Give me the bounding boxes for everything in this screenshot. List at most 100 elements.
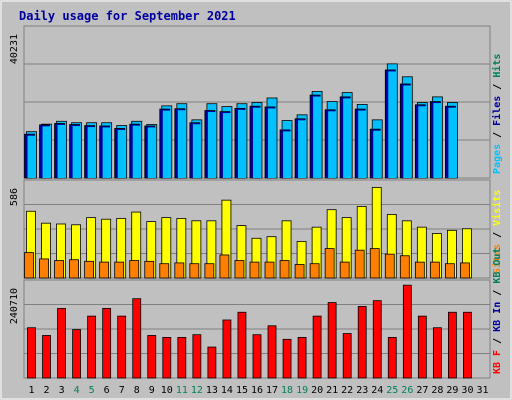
bar-kb-day-21 <box>327 302 337 379</box>
x-tick-day-13: 13 <box>206 385 218 396</box>
bar-kb-day-28 <box>432 327 442 379</box>
bar-kb-day-15 <box>237 311 247 379</box>
bar-pages-day-12 <box>192 124 201 178</box>
chart-title: Daily usage for September 2021 <box>19 9 236 23</box>
legend-separator: / <box>492 332 503 350</box>
bar-sites-day-19 <box>294 264 305 279</box>
bar-sites-day-23 <box>354 249 365 279</box>
bar-sites-day-20 <box>309 263 320 279</box>
bar-sites-day-25 <box>384 253 395 279</box>
bar-sites-day-14 <box>219 254 230 279</box>
bar-sites-day-3 <box>54 260 64 279</box>
bar-kb-day-25 <box>387 336 397 379</box>
bar-kb-day-20 <box>312 315 322 379</box>
bar-kb-day-24 <box>372 300 382 379</box>
bar-sites-day-24 <box>369 248 380 279</box>
bar-sites-day-2 <box>39 258 49 279</box>
bar-pages-day-14 <box>222 113 231 178</box>
bar-sites-day-30 <box>460 262 470 279</box>
bar-pages-day-21 <box>328 111 337 178</box>
bar-sites-day-21 <box>324 248 335 279</box>
panel-mid-legend: Sites / Visits <box>491 190 503 274</box>
panel-mid-max-label: 586 <box>9 188 20 206</box>
bar-pages-day-13 <box>207 112 216 178</box>
bar-sites-day-17 <box>264 261 275 279</box>
x-tick-day-31: 31 <box>476 385 488 396</box>
bar-sites-day-18 <box>279 260 290 279</box>
x-tick-day-5: 5 <box>89 385 95 396</box>
bar-kb-day-27 <box>417 315 427 379</box>
bar-sites-day-4 <box>69 259 79 279</box>
bar-pages-day-6 <box>102 127 111 178</box>
bar-sites-day-27 <box>414 261 425 279</box>
bar-pages-day-24 <box>373 130 382 178</box>
x-tick-day-1: 1 <box>29 385 35 396</box>
legend-kb-in: KB In <box>492 302 503 332</box>
bar-pages-day-20 <box>313 96 322 178</box>
x-tick-day-23: 23 <box>356 385 368 396</box>
bar-pages-day-4 <box>72 126 81 178</box>
panel-top-max-label: 40231 <box>9 34 20 64</box>
x-tick-day-8: 8 <box>134 385 140 396</box>
bar-kb-day-11 <box>177 336 187 379</box>
x-tick-day-16: 16 <box>251 385 263 396</box>
bar-kb-day-1 <box>27 327 36 379</box>
bar-sites-day-7 <box>114 261 125 279</box>
bar-pages-day-27 <box>418 106 427 178</box>
bar-sites-day-10 <box>159 263 170 279</box>
bar-sites-day-6 <box>99 261 110 279</box>
bar-pages-day-3 <box>57 124 66 178</box>
bar-sites-day-9 <box>144 260 155 279</box>
legend-hits: Hits <box>491 54 503 78</box>
bar-sites-day-28 <box>429 261 440 279</box>
bar-pages-day-23 <box>358 110 367 178</box>
bar-kb-day-13 <box>207 346 217 379</box>
x-tick-day-10: 10 <box>161 385 173 396</box>
bar-kb-day-10 <box>162 336 172 379</box>
x-tick-day-26: 26 <box>401 385 413 396</box>
x-tick-day-18: 18 <box>281 385 293 396</box>
bar-kb-day-16 <box>252 334 262 379</box>
bar-pages-day-10 <box>162 110 171 178</box>
bar-sites-day-12 <box>189 263 200 279</box>
x-tick-day-19: 19 <box>296 385 308 396</box>
bar-pages-day-29 <box>448 107 457 178</box>
bar-sites-day-22 <box>339 261 350 279</box>
x-tick-day-22: 22 <box>341 385 353 396</box>
x-tick-day-30: 30 <box>461 385 473 396</box>
bar-kb-day-4 <box>72 329 81 379</box>
bar-sites-day-26 <box>399 255 410 279</box>
bar-kb-day-8 <box>132 298 142 379</box>
legend-files: Files <box>491 96 503 126</box>
x-tick-day-3: 3 <box>59 385 65 396</box>
bar-pages-day-2 <box>42 126 51 178</box>
x-tick-day-17: 17 <box>266 385 278 396</box>
x-tick-day-21: 21 <box>326 385 338 396</box>
bar-pages-day-18 <box>283 131 292 178</box>
bar-sites-day-13 <box>204 263 215 279</box>
bar-pages-day-25 <box>388 71 397 178</box>
bar-sites-day-16 <box>249 261 260 279</box>
x-tick-day-14: 14 <box>221 385 233 396</box>
bar-kb-day-9 <box>147 335 157 379</box>
bar-sites-day-29 <box>445 263 455 279</box>
x-tick-day-24: 24 <box>371 385 383 396</box>
bar-kb-day-6 <box>102 307 112 379</box>
bar-kb-day-19 <box>297 336 307 379</box>
x-tick-day-11: 11 <box>176 385 188 396</box>
bar-kb-day-5 <box>87 315 97 379</box>
bar-pages-day-16 <box>252 107 261 178</box>
x-tick-day-4: 4 <box>74 385 80 396</box>
bar-kb-day-29 <box>448 311 457 379</box>
x-tick-day-12: 12 <box>191 385 203 396</box>
bar-kb-day-14 <box>222 319 232 379</box>
bar-pages-day-19 <box>298 120 307 178</box>
x-tick-day-29: 29 <box>446 385 458 396</box>
bar-kb-day-30 <box>463 311 472 379</box>
bar-pages-day-26 <box>403 85 412 178</box>
bar-pages-day-7 <box>117 129 126 178</box>
legend-separator: / <box>492 78 503 96</box>
bar-kb-day-7 <box>117 315 127 379</box>
bar-sites-day-11 <box>174 262 185 279</box>
legend-kb-out: KB Out <box>492 248 503 284</box>
